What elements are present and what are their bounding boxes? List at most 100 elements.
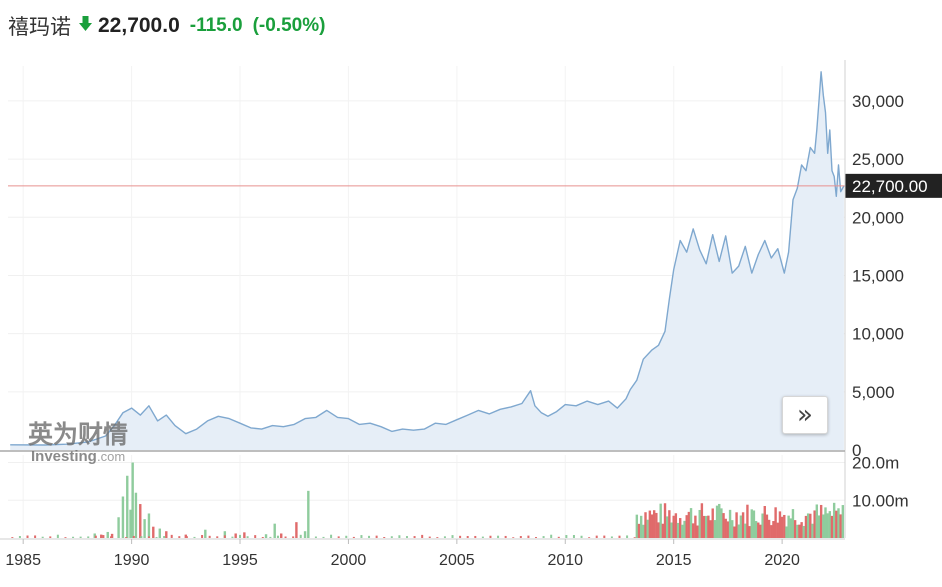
volume-bar <box>243 532 246 538</box>
volume-bar <box>204 529 207 538</box>
volume-bar <box>143 519 146 538</box>
volume-bar <box>64 537 67 538</box>
volume-bar <box>26 535 29 538</box>
y-tick-label: 30,000 <box>852 92 904 111</box>
price-fill <box>10 71 844 451</box>
volume-bar <box>185 536 188 538</box>
volume-bar <box>705 515 708 538</box>
volume-bar <box>726 521 730 538</box>
x-tick-label: 2010 <box>547 552 583 569</box>
volume-bar <box>650 514 654 538</box>
volume-bar <box>610 536 613 538</box>
volume-bar <box>352 536 355 538</box>
volume-bar <box>307 535 310 538</box>
price-line <box>10 71 845 446</box>
volume-tick-label: 20.0m <box>852 454 899 473</box>
volume-bar <box>140 536 143 538</box>
volume-bar <box>806 513 810 538</box>
volume-bar <box>56 534 59 538</box>
volume-bar <box>535 537 538 538</box>
volume-bar <box>692 523 695 538</box>
volume-bar <box>139 504 142 538</box>
volume-bar <box>93 533 96 538</box>
volume-bar <box>835 510 838 538</box>
volume-bar <box>646 519 649 538</box>
price-change-percent: (-0.50%) <box>252 15 326 36</box>
volume-bar <box>443 536 446 538</box>
volume-bar <box>132 535 135 538</box>
volume-bar <box>106 531 109 538</box>
volume-bar <box>728 509 732 538</box>
arrow-down-icon <box>79 16 92 36</box>
volume-bar <box>694 515 697 538</box>
volume-bar <box>269 536 272 538</box>
volume-bar <box>652 510 656 538</box>
y-tick-label: 15,000 <box>852 266 904 285</box>
volume-bar <box>100 534 103 538</box>
volume-bar <box>685 515 688 538</box>
volume-bar <box>102 535 105 538</box>
stock-name: 禧玛诺 <box>8 15 71 39</box>
volume-bar <box>798 524 801 538</box>
volume-bar <box>474 535 477 538</box>
volume-bar <box>178 536 181 538</box>
volume-bar <box>264 534 268 538</box>
current-price-marker: 22,700.00 <box>8 173 942 198</box>
current-price-label: 22,700.00 <box>852 177 928 196</box>
volume-bar <box>280 533 283 538</box>
volume-bar <box>702 515 706 538</box>
volume-bar <box>663 503 667 538</box>
volume-bar <box>679 518 682 538</box>
volume-bar <box>337 536 340 538</box>
volume-bar <box>49 536 52 538</box>
volume-bar <box>261 537 264 538</box>
volume-bar <box>668 510 671 538</box>
volume-bar <box>748 526 751 538</box>
volume-bar <box>109 536 112 538</box>
volume-bar <box>152 526 155 538</box>
volume-bar <box>707 515 710 538</box>
scroll-to-latest-button[interactable]: » <box>782 396 828 434</box>
volume-bar <box>648 510 652 538</box>
volume-bar <box>345 535 348 538</box>
volume-bar <box>79 536 82 538</box>
x-tick-label: 2000 <box>331 552 367 569</box>
volume-bar <box>639 515 643 538</box>
volume-bar <box>459 535 462 538</box>
volume-bar <box>672 515 675 538</box>
volume-bar <box>147 513 151 538</box>
volume-bar <box>18 536 21 538</box>
volume-tick-label: 10.00m <box>852 491 909 510</box>
volume-bar <box>155 537 158 538</box>
volume-bar <box>750 509 753 538</box>
volume-bar <box>231 536 234 538</box>
volume-bar <box>322 536 325 538</box>
volume-bar <box>193 536 196 538</box>
volume-bar <box>776 522 779 538</box>
volume-bar <box>780 516 784 538</box>
volume-bar <box>303 531 307 538</box>
volume-bar <box>696 525 699 538</box>
volume-bar <box>774 507 777 538</box>
volume-bar <box>637 523 641 538</box>
volume-bar <box>731 520 734 538</box>
volume-bar <box>752 510 756 538</box>
volume-bar <box>542 536 545 538</box>
volume-bar <box>733 526 736 538</box>
volume-bar <box>824 507 827 538</box>
volume-bar <box>147 536 150 538</box>
volume-bar <box>398 535 401 538</box>
volume-bar <box>126 475 129 538</box>
x-tick-label: 1990 <box>114 552 150 569</box>
volume-bar <box>110 533 114 538</box>
volume-bar <box>117 517 120 538</box>
volume-bar <box>644 512 647 538</box>
volume-bar <box>436 537 439 538</box>
volume-bar <box>826 513 829 538</box>
volume-bar <box>793 520 797 538</box>
volume-bar <box>676 522 680 538</box>
volume-bar <box>360 535 363 538</box>
watermark-en: Investing <box>31 448 97 465</box>
volume-bar <box>741 512 745 538</box>
